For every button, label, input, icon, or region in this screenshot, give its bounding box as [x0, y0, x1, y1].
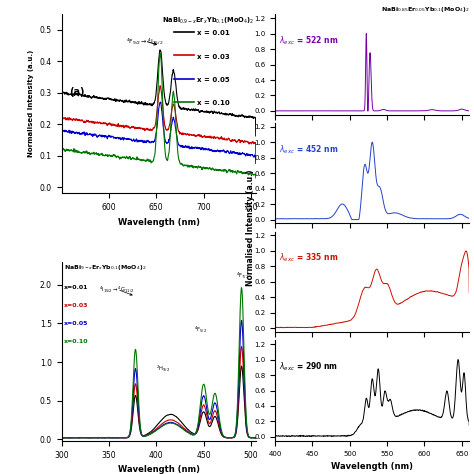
Text: x=0.10: x=0.10: [64, 338, 88, 344]
Text: $^4$I$_{15/2}$$\rightarrow$$^4$G$_{11/2}$: $^4$I$_{15/2}$$\rightarrow$$^4$G$_{11/2}…: [100, 284, 135, 295]
Text: (a): (a): [69, 87, 85, 97]
Text: $^4$F$_{9/2}$$\rightarrow$$^4$I$_{15/2}$: $^4$F$_{9/2}$$\rightarrow$$^4$I$_{15/2}$: [126, 36, 164, 46]
Text: NaBi$_{9-x}$Er$_x$Yb$_{0.1}$(MoO$_4$)$_2$: NaBi$_{9-x}$Er$_x$Yb$_{0.1}$(MoO$_4$)$_2…: [64, 264, 146, 273]
Text: Normalised Intensity (a.u.): Normalised Intensity (a.u.): [246, 169, 255, 286]
X-axis label: Wavelength (nm): Wavelength (nm): [118, 218, 200, 227]
Y-axis label: Normalised Intensity (a.u.): Normalised Intensity (a.u.): [28, 50, 34, 157]
Text: $\lambda_{exc}$ = 452 nm: $\lambda_{exc}$ = 452 nm: [279, 143, 338, 155]
Text: x=0.05: x=0.05: [64, 321, 88, 326]
Text: $\lambda_{exc}$ = 335 nm: $\lambda_{exc}$ = 335 nm: [279, 252, 338, 264]
Text: $^2$H$_{9/2}$: $^2$H$_{9/2}$: [156, 364, 170, 373]
Text: x=0.01: x=0.01: [64, 285, 88, 290]
Text: $\lambda_{exc}$ = 290 nm: $\lambda_{exc}$ = 290 nm: [279, 360, 338, 373]
X-axis label: Wavelength (nm): Wavelength (nm): [118, 465, 200, 474]
Text: $^4$F$_{7/2}$: $^4$F$_{7/2}$: [236, 271, 249, 280]
X-axis label: Wavelength (nm): Wavelength (nm): [331, 462, 413, 471]
Text: NaBi$_{0.9-x}$Er$_x$Yb$_{0.1}$(MoO$_4$)$_2$: NaBi$_{0.9-x}$Er$_x$Yb$_{0.1}$(MoO$_4$)$…: [162, 16, 254, 26]
Text: NaBi$_{0.85}$Er$_{0.05}$Yb$_{0.1}$(MoO$_4$)$_2$: NaBi$_{0.85}$Er$_{0.05}$Yb$_{0.1}$(MoO$_…: [381, 5, 469, 14]
Text: x=0.03: x=0.03: [64, 303, 88, 308]
Text: $\lambda_{exc}$ = 522 nm: $\lambda_{exc}$ = 522 nm: [279, 34, 338, 47]
Text: x = 0.05: x = 0.05: [198, 77, 230, 83]
Text: x = 0.10: x = 0.10: [198, 100, 230, 106]
Text: x = 0.03: x = 0.03: [198, 54, 230, 60]
Text: x = 0.01: x = 0.01: [198, 30, 230, 36]
Text: $^4$F$_{5/2}$: $^4$F$_{5/2}$: [194, 325, 207, 334]
